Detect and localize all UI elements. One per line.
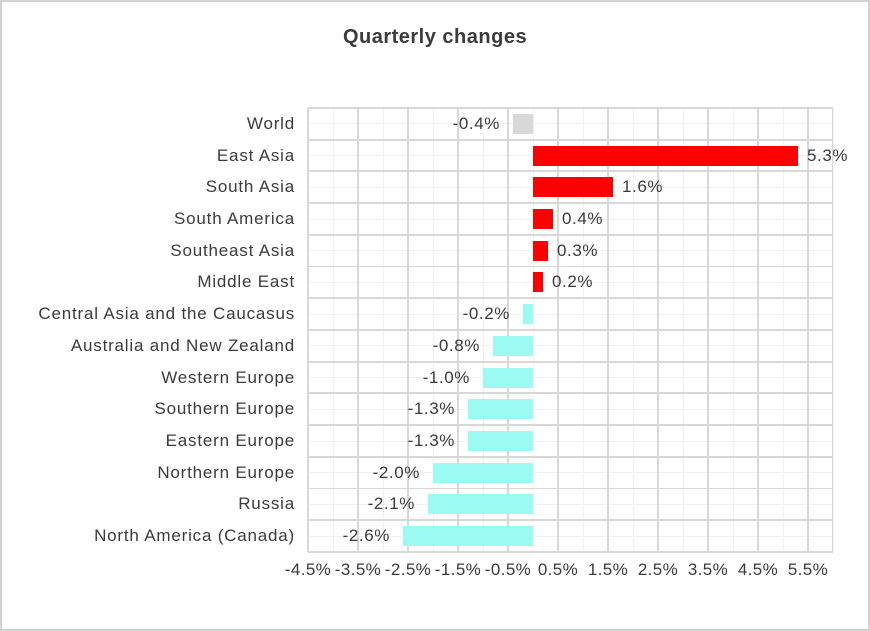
bar-value-label: 0.3%: [557, 240, 599, 260]
category-label: South America: [174, 209, 295, 228]
category-label: Western Europe: [161, 367, 295, 387]
gridline-major-vertical: [307, 108, 309, 552]
category-label: South Asia: [205, 177, 295, 197]
chart-bar: [533, 272, 543, 293]
chart-bar: [513, 113, 533, 134]
gridline-major-horizontal: [308, 360, 833, 363]
bar-value-label: -2.0%: [372, 462, 420, 482]
chart-bar: [523, 304, 533, 325]
bar-value-label: 5.3%: [807, 145, 849, 165]
chart-bar: [533, 177, 613, 198]
gridline-minor-horizontal: [308, 250, 833, 252]
bar-value-label: -1.3%: [407, 399, 455, 419]
gridline-major-horizontal: [308, 424, 833, 426]
bar-value-label: -2.1%: [367, 494, 415, 514]
chart-bar: [433, 462, 533, 483]
category-label: Southeast Asia: [170, 240, 295, 260]
chart-bar: [468, 399, 533, 420]
category-label: Northern Europe: [157, 462, 295, 482]
x-tick-label: 2.5%: [637, 560, 679, 579]
category-label: Southern Europe: [154, 399, 295, 419]
bar-value-label: -2.6%: [342, 526, 390, 546]
chart-bar: [533, 145, 798, 166]
chart-bar: [428, 494, 533, 515]
category-label: Russia: [238, 494, 295, 514]
plot-area: [307, 107, 834, 553]
category-label: Australia and New Zealand: [70, 335, 295, 355]
chart-bar: [493, 335, 533, 356]
gridline-minor-horizontal: [308, 408, 833, 410]
gridline-major-horizontal: [308, 519, 833, 522]
x-tick-label: 3.5%: [687, 560, 729, 579]
gridline-major-horizontal: [308, 392, 833, 395]
category-label: Central Asia and the Caucasus: [38, 304, 295, 324]
x-tick-label: 5.5%: [787, 560, 829, 579]
x-tick-label: 0.5%: [537, 560, 579, 579]
gridline-major-horizontal: [308, 233, 833, 236]
x-tick-label: -0.5%: [484, 560, 532, 579]
chart-bar: [483, 367, 533, 388]
bar-value-label: 1.6%: [622, 177, 664, 197]
bar-value-label: 0.2%: [552, 272, 594, 292]
gridline-minor-horizontal: [308, 345, 833, 347]
gridline-minor-horizontal: [308, 472, 833, 474]
x-tick-label: -1.5%: [434, 560, 482, 579]
x-tick-label: -4.5%: [284, 560, 332, 579]
chart-title: Quarterly changes: [342, 26, 528, 48]
chart-bar: [533, 240, 548, 261]
gridline-major-horizontal: [308, 329, 833, 331]
gridline-major-horizontal: [308, 297, 833, 300]
x-tick-label: -2.5%: [384, 560, 432, 579]
gridline-major-horizontal: [308, 202, 833, 204]
gridline-minor-horizontal: [308, 218, 833, 220]
gridline-minor-horizontal: [308, 281, 833, 283]
gridline-major-horizontal: [308, 551, 833, 553]
category-label: Middle East: [197, 272, 295, 292]
gridline-major-horizontal: [308, 487, 833, 490]
x-tick-label: -3.5%: [334, 560, 382, 579]
chart-bar: [468, 431, 533, 451]
bar-value-label: -0.2%: [462, 304, 510, 324]
category-label: North America (Canada): [94, 526, 295, 546]
gridline-minor-horizontal: [308, 503, 833, 505]
category-label: East Asia: [216, 145, 295, 165]
gridline-minor-horizontal: [308, 377, 833, 379]
gridline-minor-horizontal: [308, 313, 833, 315]
x-tick-label: 4.5%: [737, 560, 779, 579]
gridline-major-horizontal: [308, 455, 833, 458]
chart-bar: [403, 526, 533, 547]
bar-value-label: -0.4%: [452, 113, 500, 133]
category-label: Eastern Europe: [165, 431, 295, 450]
gridline-minor-horizontal: [308, 123, 833, 125]
chart-bar: [533, 209, 553, 229]
bar-value-label: 0.4%: [562, 209, 604, 228]
gridline-major-horizontal: [308, 107, 833, 109]
gridline-minor-horizontal: [308, 535, 833, 537]
gridline-major-horizontal: [308, 265, 833, 268]
bar-value-label: -1.0%: [422, 367, 470, 387]
gridline-major-horizontal: [308, 138, 833, 141]
bar-value-label: -0.8%: [432, 335, 480, 355]
category-label: World: [246, 113, 295, 133]
gridline-minor-horizontal: [308, 440, 833, 442]
bar-value-label: -1.3%: [407, 431, 455, 450]
x-tick-label: 1.5%: [587, 560, 629, 579]
gridline-major-horizontal: [308, 170, 833, 173]
